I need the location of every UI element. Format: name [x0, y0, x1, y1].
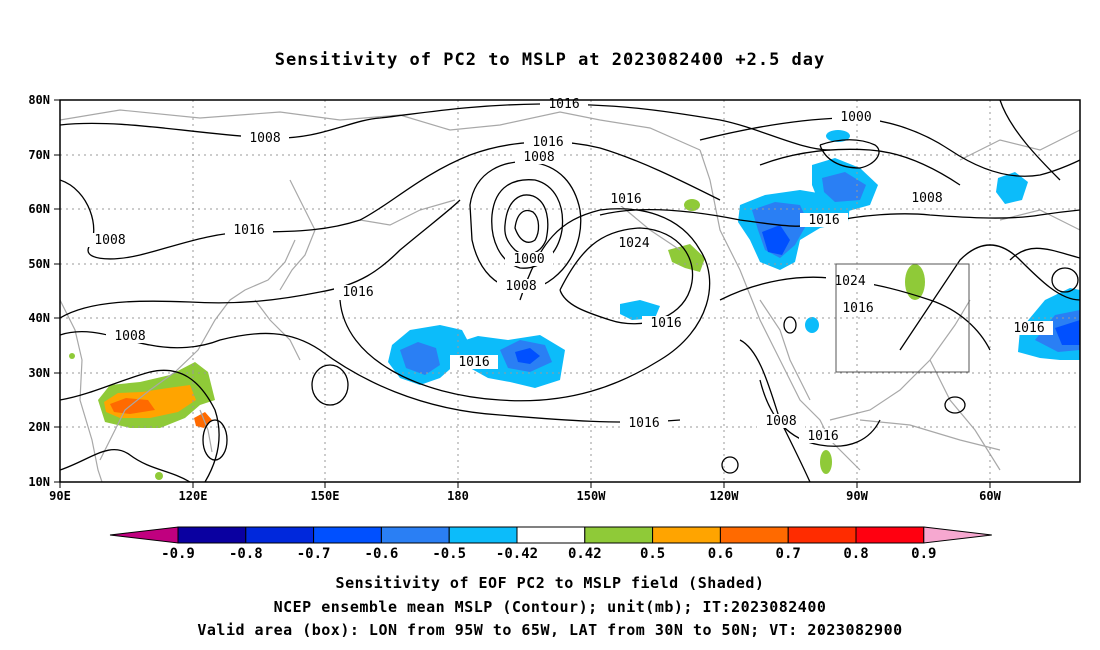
contour-label: 1016 [807, 429, 838, 444]
colorbar-label: -0.5 [432, 546, 466, 562]
contour-label: 1008 [911, 191, 942, 206]
colorbar-label: -0.6 [365, 546, 399, 562]
mslp-contours [60, 100, 1080, 482]
caption-line-2: NCEP ensemble mean MSLP (Contour); unit(… [273, 598, 827, 616]
lat-label: 30N [28, 366, 50, 380]
contour-label: 1008 [249, 131, 280, 146]
contour-label: 1024 [618, 236, 649, 251]
contour-label: 1016 [610, 192, 641, 207]
lat-label: 10N [28, 475, 50, 489]
colorbar-label: 0.7 [776, 546, 801, 562]
contour-label: 1008 [505, 279, 536, 294]
colorbar-label: 0.6 [708, 546, 733, 562]
lon-label: 120E [179, 489, 208, 503]
contour-label: 1016 [532, 135, 563, 150]
colorbar-label: -0.42 [496, 546, 538, 562]
colorbar-label: 0.8 [843, 546, 868, 562]
colorbar-segment [380, 526, 450, 544]
colorbar-label: -0.7 [297, 546, 331, 562]
caption-line-1: Sensitivity of EOF PC2 to MSLP field (Sh… [335, 574, 765, 592]
colorbar-left-arrow [109, 526, 179, 544]
lat-label: 50N [28, 257, 50, 271]
colorbar-label: -0.8 [229, 546, 263, 562]
lon-label: 150W [577, 489, 607, 503]
lon-label: 120W [710, 489, 740, 503]
contour-label: 1016 [650, 316, 681, 331]
map-title: Sensitivity of PC2 to MSLP at 2023082400… [274, 50, 826, 70]
colorbar-segment [855, 526, 925, 544]
lat-label: 60N [28, 202, 50, 216]
colorbar-segment [313, 526, 382, 544]
contour-label: 1016 [342, 285, 373, 300]
contour-label: 1024 [834, 274, 865, 289]
colorbar-label: 0.5 [640, 546, 665, 562]
contour-label: 1016 [233, 223, 264, 238]
contour-label: 1008 [523, 150, 554, 165]
contour-label: 1016 [808, 213, 839, 228]
lat-label: 20N [28, 420, 50, 434]
contour-label-group: 1016 1008 1016 1008 1016 1016 1000 1008 … [86, 97, 1053, 444]
sensitivity-shading [69, 130, 1080, 480]
longitude-labels: 90E 120E 150E 180 150W 120W 90W 60W [49, 489, 1001, 503]
grid-lines [60, 100, 1080, 482]
plot-frame [59, 99, 1081, 483]
lat-label: 70N [28, 148, 50, 162]
colorbar-segment [516, 526, 586, 544]
colorbar: -0.9 -0.8 -0.7 -0.6 -0.5 -0.42 0.42 0.5 0.6 0.7 0.… [109, 526, 992, 562]
valid-area-box [835, 263, 970, 373]
axis-ticks [54, 99, 991, 488]
colorbar-label: -0.9 [161, 546, 195, 562]
contour-label: 1008 [114, 329, 145, 344]
colorbar-segment [448, 526, 518, 544]
contour-label: 1016 [1013, 321, 1044, 336]
lon-label: 180 [447, 489, 469, 503]
colorbar-segment [584, 526, 654, 544]
contour-label: 1016 [628, 416, 659, 431]
colorbar-label: 0.42 [568, 546, 602, 562]
caption-line-3: Valid area (box): LON from 95W to 65W, L… [197, 621, 903, 639]
lon-label: 90E [49, 489, 71, 503]
contour-label: 1008 [765, 414, 796, 429]
colorbar-segment [787, 526, 857, 544]
colorbar-segment [652, 526, 721, 544]
contour-label: 1000 [840, 110, 871, 125]
lon-label: 150E [311, 489, 340, 503]
colorbar-segment [719, 526, 789, 544]
contour-label: 1016 [842, 301, 873, 316]
lon-label: 90W [846, 489, 868, 503]
contour-label: 1000 [513, 252, 544, 267]
lat-label: 80N [28, 93, 50, 107]
contour-label: 1016 [458, 355, 489, 370]
colorbar-label: 0.9 [911, 546, 936, 562]
colorbar-right-arrow [923, 526, 992, 544]
contour-label: 1008 [94, 233, 125, 248]
lat-label: 40N [28, 311, 50, 325]
colorbar-segment [177, 526, 247, 544]
colorbar-segment [245, 526, 315, 544]
lon-label: 60W [979, 489, 1001, 503]
latitude-labels: 80N 70N 60N 50N 40N 30N 20N 10N [28, 93, 50, 489]
